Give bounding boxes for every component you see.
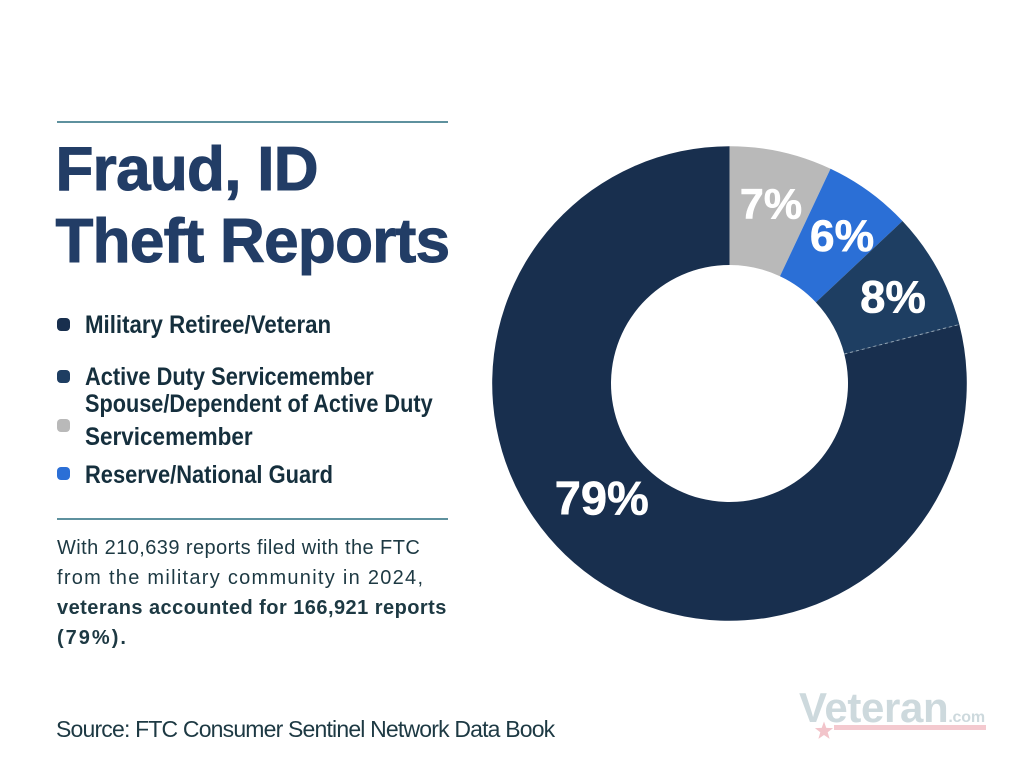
- svg-text:8%: 8%: [860, 272, 926, 323]
- svg-text:79%: 79%: [555, 472, 649, 525]
- svg-text:7%: 7%: [740, 180, 802, 228]
- svg-text:6%: 6%: [810, 212, 874, 261]
